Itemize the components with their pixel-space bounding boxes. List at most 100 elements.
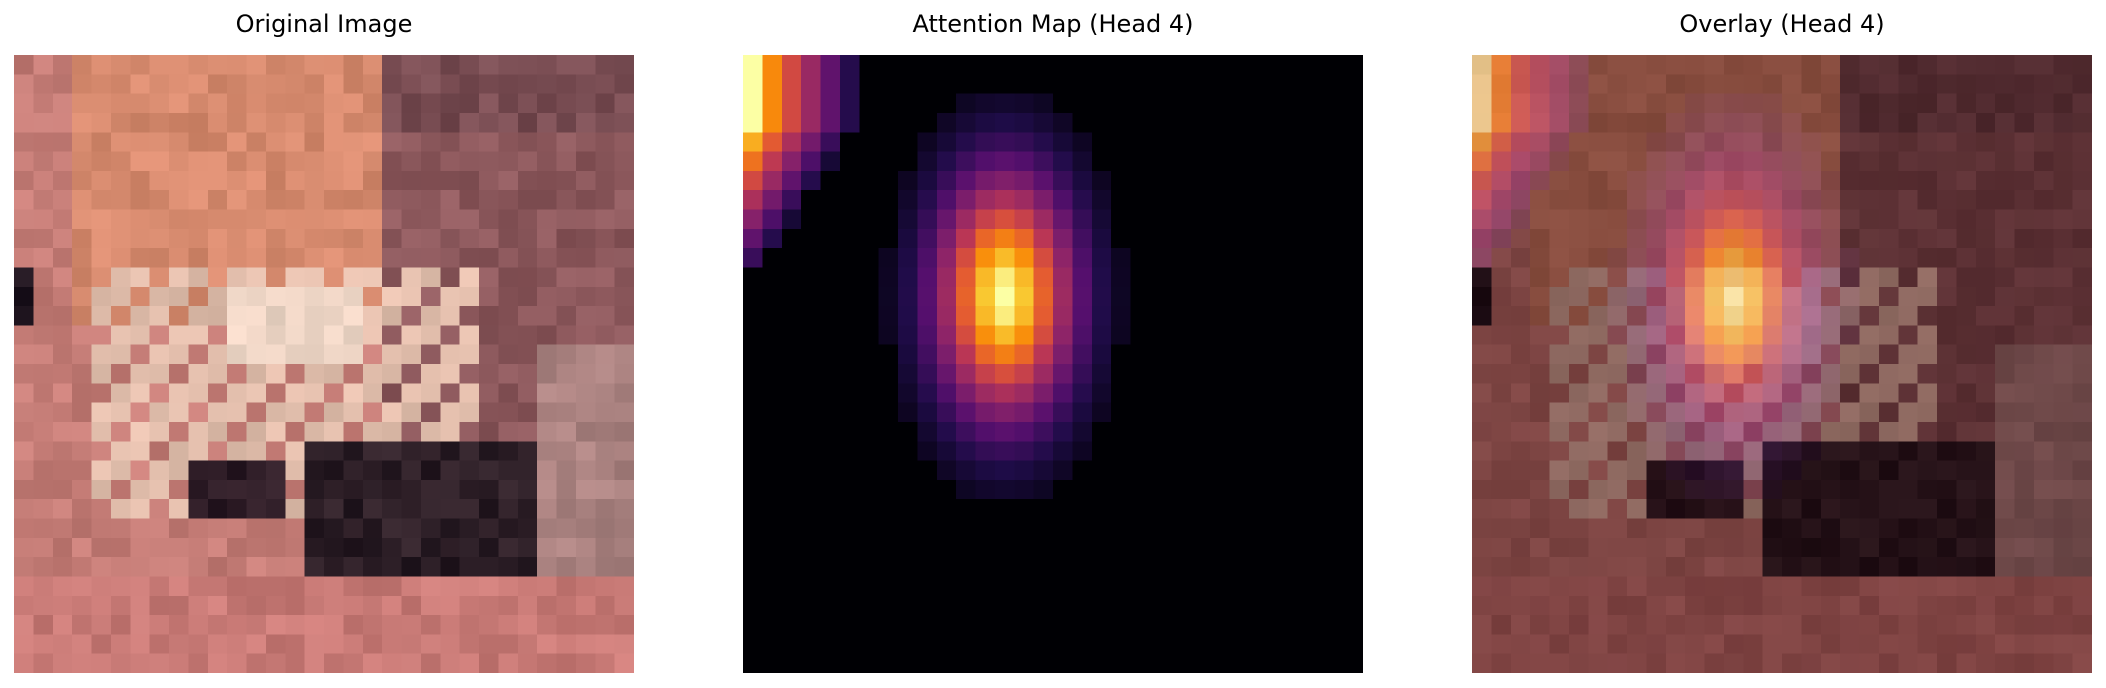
pixel [1782, 421, 1802, 442]
pixel [420, 248, 441, 268]
pixel [1665, 209, 1686, 230]
pixel [343, 479, 364, 500]
pixel [1149, 306, 1170, 326]
pixel [33, 634, 54, 655]
pixel [2014, 460, 2035, 481]
pixel [936, 248, 957, 268]
pixel [1014, 170, 1035, 191]
pixel [1627, 634, 1647, 655]
pixel [459, 228, 480, 249]
pixel [595, 151, 616, 172]
pixel [595, 441, 616, 461]
pixel [1510, 557, 1531, 577]
pixel [498, 344, 519, 365]
pixel [169, 402, 189, 423]
pixel [1169, 518, 1190, 539]
pixel [1646, 306, 1667, 326]
pixel [72, 557, 92, 577]
pixel [1510, 93, 1531, 114]
pixel [1149, 441, 1170, 461]
pixel [1878, 595, 1899, 616]
pixel [1627, 228, 1647, 249]
pixel [975, 267, 996, 288]
pixel [859, 653, 880, 673]
pixel [575, 518, 596, 539]
pixel [498, 402, 519, 423]
pixel [1111, 537, 1131, 558]
pixel [169, 132, 189, 152]
pixel [420, 306, 441, 326]
pixel [14, 344, 34, 365]
pixel [1266, 228, 1286, 249]
pixel [1898, 364, 1919, 384]
pixel [2014, 325, 2035, 346]
pixel [304, 93, 325, 114]
pixel [1304, 615, 1325, 635]
pixel [440, 518, 461, 539]
pixel [1491, 499, 1512, 519]
pixel [1014, 132, 1035, 152]
pixel [1111, 402, 1131, 423]
pixel [1014, 286, 1035, 307]
pixel [246, 248, 267, 268]
pixel [169, 55, 189, 75]
pixel [839, 537, 860, 558]
pixel [556, 479, 577, 500]
pixel [1491, 557, 1512, 577]
pixel [878, 344, 899, 365]
pixel [781, 267, 802, 288]
pixel [1530, 460, 1550, 481]
pixel [1665, 460, 1686, 481]
pixel [1878, 132, 1899, 152]
pixel [537, 344, 557, 365]
pixel [1568, 537, 1589, 558]
pixel [265, 653, 286, 673]
pixel [362, 170, 383, 191]
pixel [2072, 170, 2092, 191]
pixel [1762, 364, 1783, 384]
pixel [1762, 460, 1783, 481]
pixel [362, 634, 383, 655]
pixel [1208, 518, 1228, 539]
pixel [1917, 190, 1938, 210]
pixel [207, 306, 228, 326]
pixel [207, 537, 228, 558]
pixel [33, 190, 54, 210]
pixel [1685, 383, 1705, 404]
pixel [149, 421, 170, 442]
pixel [956, 653, 976, 673]
pixel [188, 344, 209, 365]
pixel [1053, 402, 1073, 423]
pixel [1917, 170, 1938, 191]
pixel [2053, 132, 2074, 152]
pixel [1801, 74, 1822, 95]
pixel [1472, 286, 1492, 307]
pixel [1665, 248, 1686, 268]
pixel [420, 228, 441, 249]
pixel [285, 518, 306, 539]
pixel [839, 653, 860, 673]
pixel [440, 209, 461, 230]
pixel [343, 634, 364, 655]
pixel [1859, 383, 1880, 404]
pixel [246, 132, 267, 152]
pixel [1820, 209, 1841, 230]
pixel [479, 595, 499, 616]
pixel [1665, 267, 1686, 288]
pixel [1975, 460, 1996, 481]
pixel [188, 479, 209, 500]
pixel [898, 170, 918, 191]
pixel [859, 112, 880, 133]
pixel [1743, 364, 1764, 384]
pixel [2072, 190, 2092, 210]
pixel [1782, 615, 1802, 635]
pixel [1820, 74, 1841, 95]
pixel [1898, 615, 1919, 635]
pixel [1472, 441, 1492, 461]
pixel [1801, 479, 1822, 500]
pixel [401, 325, 422, 346]
pixel [1091, 364, 1112, 384]
pixel [1472, 170, 1492, 191]
pixel [1091, 306, 1112, 326]
pixel [1072, 112, 1093, 133]
